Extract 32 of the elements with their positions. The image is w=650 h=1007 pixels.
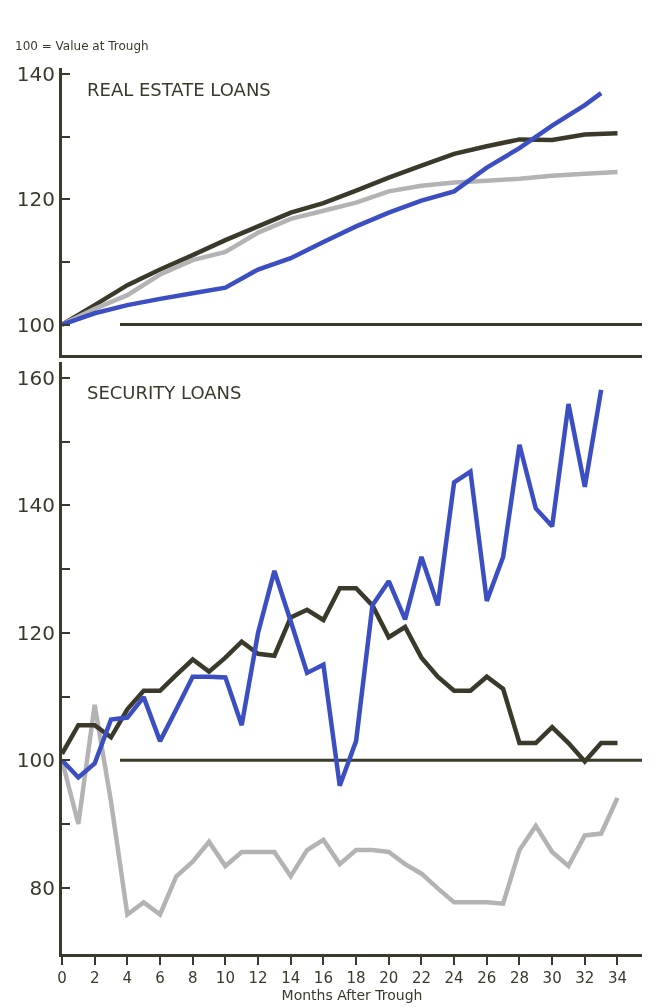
x-tick-label: 12	[248, 969, 268, 987]
x-tick-label: 8	[187, 969, 198, 987]
x-tick-label: 16	[313, 969, 333, 987]
x-tick-label: 0	[57, 969, 67, 987]
text: SECURITY LOANS	[87, 382, 242, 403]
x-tick-label: 14	[281, 969, 301, 987]
x-tick-label: 22	[411, 969, 431, 987]
x-tick-label: 4	[122, 969, 133, 987]
y-tick-label: 100	[16, 312, 55, 337]
x-tick-label: 10	[215, 969, 235, 987]
y-tick-label: 140	[16, 493, 55, 518]
y-tick-label: 120	[16, 620, 55, 645]
y-tick-label: 120	[16, 187, 55, 212]
x-tick-label: 20	[379, 969, 399, 987]
y-tick-label: 160	[16, 365, 55, 390]
x-tick-label: 2	[89, 969, 100, 987]
x-tick-label: 18	[346, 969, 366, 987]
x-tick-label: 28	[509, 969, 530, 987]
x-tick-label: 26	[477, 969, 497, 987]
x-tick-label: 6	[155, 969, 165, 987]
text: REAL ESTATE LOANS	[87, 79, 271, 100]
x-axis-title: Months After Trough	[281, 987, 423, 1003]
y-tick-label: 100	[16, 748, 55, 773]
line-series	[62, 387, 604, 788]
x-tick-label: 32	[575, 969, 595, 987]
y-tick-label: 80	[29, 875, 55, 900]
line-series	[62, 702, 620, 917]
x-tick-label: 30	[542, 969, 562, 987]
text: 100 = Value at Trough	[15, 39, 149, 53]
x-tick-label: 24	[444, 969, 464, 987]
y-tick-label: 140	[16, 62, 55, 87]
x-tick-label: 34	[607, 969, 628, 987]
